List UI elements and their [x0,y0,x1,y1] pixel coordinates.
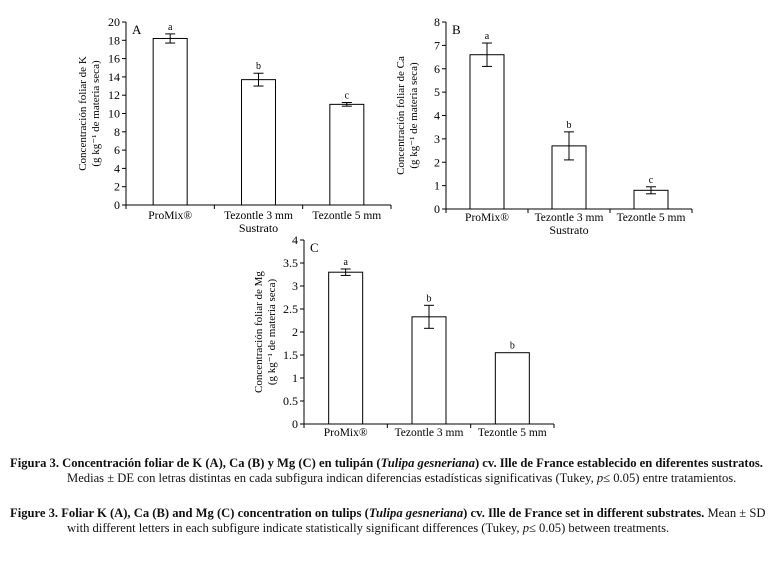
y-tick-label: 1 [434,179,440,193]
y-tick-label: 3 [292,279,298,293]
y-tick-label: 8 [434,15,440,29]
category-label: Tezontle 3 mm [535,212,604,224]
bar [241,79,276,206]
chart-panel-c: 0 0.5 1 1.5 2 2.5 3 3.5 4 Ca ProMix® b Tezontle 3 mm… [253,233,555,440]
caption-es-lead: Figura 3. [10,456,59,470]
bar [328,271,364,425]
caption-en-body-a: Mean ± SD with different letters in each… [67,506,766,536]
y-tick-label: 5 [434,85,440,99]
caption-en-bold-b: ) cv. Ille de France set in different su… [463,506,705,520]
category-label: Tezontle 5 mm [478,427,547,439]
category-label: ProMix® [465,212,509,224]
y-axis-title-line: Concentración foliar de K [77,56,89,171]
caption-es-p: p [596,471,604,486]
caption-en-p: p [522,521,529,536]
caption-es-body-a: Medias ± DE con letras distintas en cada… [67,471,597,486]
y-tick-label: 0 [292,417,298,431]
caption-es-species: Tulipa gesneriana [380,456,475,470]
caption-en-bold-a: Foliar K (A), Ca (B) and Mg (C) concentr… [61,506,369,520]
y-tick-label: 1.5 [283,348,298,362]
category-label: Tezontle 5 mm [312,210,381,222]
y-axis-title-line: (g kg⁻¹ de materia seca) [266,279,278,386]
y-tick-label: 0 [114,198,120,212]
category-label: Tezontle 3 mm [395,427,464,439]
y-tick-label: 12 [108,88,120,102]
category-label: Tezontle 5 mm [617,212,686,224]
y-tick-label: 4 [114,161,120,175]
category-label: ProMix® [324,427,368,439]
caption-english: Figure 3. Foliar K (A), Ca (B) and Mg (C… [10,506,774,536]
y-tick-label: 3.5 [283,256,298,270]
y-tick-label: 2.5 [283,302,298,316]
y-axis-title-line: (g kg⁻¹ de materia seca) [90,60,102,167]
y-tick-label: 2 [292,325,298,339]
caption-spanish: Figura 3. Concentración foliar de K (A),… [10,456,774,486]
y-tick-label: 0.5 [283,394,298,408]
y-tick-label: 2 [434,155,440,169]
significance-letter: b [427,293,432,304]
caption-en-species: Tulipa gesneriana [368,506,464,520]
y-tick-label: 4 [434,109,440,123]
y-axis-title-line: Concentración foliar de Mg [253,271,265,393]
y-axis-title-line: Concentración foliar de Ca [395,56,407,175]
y-axis-title-line: (g kg⁻¹ de materia seca) [408,62,420,169]
category-label: Tezontle 3 mm [224,210,293,222]
significance-letter: a [343,257,348,268]
x-axis-title: Sustrato [239,221,278,235]
y-tick-label: 14 [108,70,120,84]
y-tick-label: 7 [434,38,440,52]
significance-letter: a [485,31,490,42]
significance-letter: c [345,91,350,102]
category-label: ProMix® [148,210,192,222]
panel-letter: C [310,240,319,255]
y-tick-label: 10 [108,107,120,121]
y-tick-label: 1 [292,371,298,385]
y-tick-label: 6 [114,143,120,157]
caption-en-body-b: ≤ 0.05) between treatments. [528,521,670,536]
bar [152,37,188,206]
y-tick-label: 0 [434,202,440,216]
x-axis-title: Sustrato [549,223,588,237]
y-tick-label: 8 [114,125,120,139]
bar [329,103,365,206]
caption-es-bold-b: ) cv. Ille de France establecido en dife… [474,456,763,470]
y-tick-label: 2 [114,180,120,194]
caption-es-bold-a: Concentración foliar de K (A), Ca (B) y … [62,456,381,470]
y-tick-label: 3 [434,132,440,146]
significance-letter: c [649,175,654,186]
significance-letter: b [567,120,572,131]
panel-letter: B [452,22,461,37]
y-tick-label: 20 [108,15,120,29]
bar [469,54,505,210]
y-tick-label: 18 [108,33,120,47]
significance-letter: a [168,22,173,33]
x-axis-title: Sustrato [409,438,448,440]
caption-es-body-b: ≤ 0.05) entre tratamientos. [603,471,737,486]
panel-letter: A [132,22,142,37]
significance-letter: b [510,341,515,352]
y-tick-label: 16 [108,52,120,66]
caption-en-lead: Figure 3. [10,506,59,520]
y-tick-label: 6 [434,62,440,76]
y-tick-label: 4 [292,233,298,247]
significance-letter: b [256,61,261,72]
bar [494,352,530,425]
bar [411,316,447,425]
